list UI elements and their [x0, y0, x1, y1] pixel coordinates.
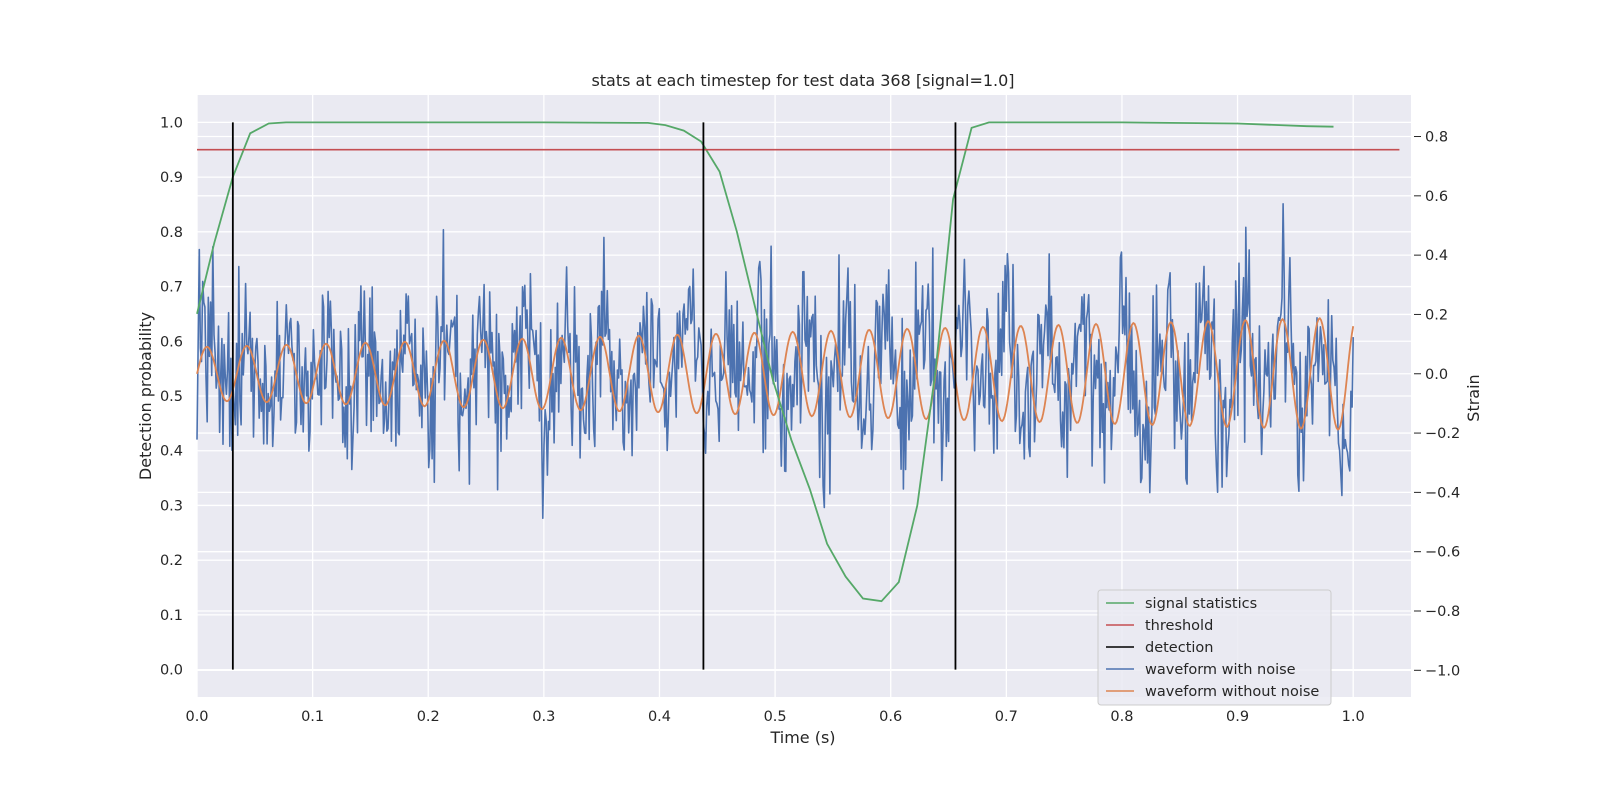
y-right-tick-label: −0.8	[1425, 604, 1460, 620]
x-tick-label: 0.2	[417, 709, 440, 725]
legend-label-threshold: threshold	[1145, 618, 1213, 634]
legend: signal statistics threshold detection wa…	[1097, 589, 1332, 706]
legend-label-detection: detection	[1145, 640, 1213, 656]
y-left-tick-label: 0.5	[160, 389, 183, 405]
legend-label-waveform-with-noise: waveform with noise	[1145, 662, 1296, 678]
y-left-tick-label: 0.7	[160, 280, 183, 296]
x-tick-label: 0.3	[532, 709, 555, 725]
x-tick-label: 0.4	[648, 709, 671, 725]
x-tick-label: 0.1	[301, 709, 324, 725]
y-right-tick-label: 0.0	[1425, 367, 1448, 383]
y-axis-left-label: Detection probability	[136, 312, 155, 480]
y-left-tick-label: 0.1	[160, 608, 183, 624]
legend-label-signal-statistics: signal statistics	[1145, 596, 1257, 612]
x-tick-label: 0.8	[1110, 709, 1133, 725]
ticks-layer: 0.0 0.1 0.2 0.3 0.4 0.5 0.6 0.7 0.8 0.9 1.0 0.0 0.1 0…	[160, 115, 1460, 725]
y-axis-right-label: Strain	[1464, 374, 1483, 421]
x-tick-label: 0.5	[764, 709, 787, 725]
y-right-tick-label: 0.6	[1425, 189, 1448, 205]
x-tick-label: 1.0	[1342, 709, 1365, 725]
y-right-tick-label: −0.6	[1425, 545, 1460, 561]
y-left-tick-label: 0.8	[160, 225, 183, 241]
y-left-tick-label: 0.4	[160, 444, 183, 460]
series-waveform-with-noise	[196, 203, 1354, 520]
series-waveform-without-noise	[196, 317, 1355, 431]
y-left-tick-label: 1.0	[160, 115, 183, 131]
y-right-tick-label: 0.8	[1425, 130, 1448, 146]
x-tick-label: 0.6	[879, 709, 902, 725]
x-tick-label: 0.7	[995, 709, 1018, 725]
y-left-tick-label: 0.0	[160, 663, 183, 679]
y-left-tick-label: 0.6	[160, 334, 183, 350]
y-right-tick-label: 0.2	[1425, 307, 1448, 323]
y-left-tick-label: 0.3	[160, 498, 183, 514]
y-right-tick-label: −0.2	[1425, 426, 1460, 442]
legend-box	[1097, 589, 1332, 706]
y-right-tick-label: −0.4	[1425, 485, 1460, 501]
y-right-tick-label: 0.4	[1425, 248, 1448, 264]
chart-title: stats at each timestep for test data 368…	[591, 71, 1014, 90]
series-signal-statistics	[196, 121, 1334, 603]
series-layer	[196, 121, 1400, 670]
y-left-tick-label: 0.9	[160, 170, 183, 186]
x-tick-label: 0.0	[185, 709, 208, 725]
x-tick-label: 0.9	[1226, 709, 1249, 725]
x-axis-label: Time (s)	[769, 728, 835, 747]
legend-label-waveform-without-noise: waveform without noise	[1145, 684, 1319, 700]
y-right-tick-label: −1.0	[1425, 663, 1460, 679]
y-left-tick-label: 0.2	[160, 553, 183, 569]
